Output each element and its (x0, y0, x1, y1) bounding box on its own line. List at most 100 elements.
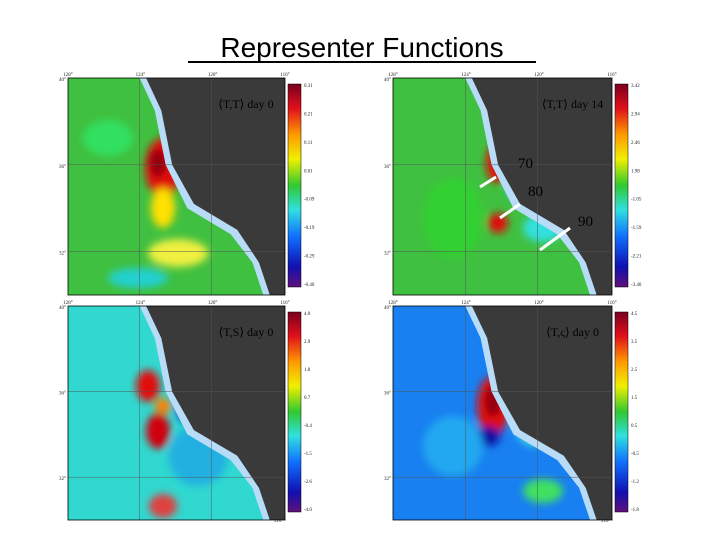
colorbar-label: 2.5 (631, 368, 638, 373)
land (146, 78, 285, 295)
colorbar-label: 2.46 (631, 141, 640, 146)
colorbar-label: 2.94 (631, 112, 640, 117)
colorbar-label: 2.9 (304, 340, 311, 345)
colorbar-label: -4.0 (304, 508, 312, 513)
y-label: 32° (59, 477, 66, 482)
colorbar-label: 4.5 (631, 312, 638, 317)
x-label: 128° (63, 73, 73, 78)
x-label: 116° (280, 73, 289, 78)
annotation: 90 (578, 214, 593, 230)
colorbar-label: 3.42 (631, 84, 640, 89)
colorbar-label: -2.21 (631, 255, 642, 260)
y-label: 40° (59, 306, 66, 311)
x-label: 120° (208, 301, 218, 306)
colorbar-label: -0.09 (304, 198, 315, 203)
panel-label: ⟨T,T⟩ day 14 (542, 97, 603, 111)
map-panel (68, 78, 285, 295)
colorbar-label: 4.0 (304, 312, 311, 317)
colorbar (287, 83, 302, 288)
x-label: 128° (388, 73, 398, 78)
map-frame (67, 305, 286, 521)
field-blob (150, 149, 166, 177)
map-frame (392, 305, 613, 521)
x-label: 116° (607, 301, 616, 306)
y-label: 32° (59, 252, 66, 257)
field-blob (488, 213, 508, 233)
annotation-line (539, 226, 571, 252)
colorbar-label: 1.98 (631, 169, 640, 174)
colorbar-label: -1.8 (631, 508, 639, 513)
y-label: 32° (384, 477, 391, 482)
x-label: 116° (607, 73, 616, 78)
map-panel (393, 78, 612, 295)
y-label: 36° (59, 165, 66, 170)
colorbar-label: 0.5 (631, 424, 638, 429)
x-label: 124° (136, 73, 146, 78)
annotation-line (499, 202, 521, 220)
colorbar-label: 0.21 (304, 112, 313, 117)
colorbar-label: -1.59 (631, 226, 642, 231)
colorbar-label: -0.5 (631, 452, 639, 457)
x-label: 120° (534, 301, 544, 306)
map-panel (68, 306, 285, 520)
colorbar-scale: x10⁻⁴ (601, 518, 613, 524)
colorbar-label: 1.8 (304, 368, 311, 373)
colorbar-label: -0.40 (304, 283, 315, 288)
land (146, 306, 285, 520)
map-panel (393, 306, 612, 520)
field-blob (146, 413, 170, 449)
colorbar-label: -1.5 (304, 452, 312, 457)
field-blob (148, 239, 208, 267)
colorbar-label: 0.7 (304, 396, 311, 401)
colorbar-label: 0.11 (304, 141, 313, 146)
annotation-line (479, 175, 497, 189)
x-label: 116° (280, 301, 289, 306)
y-label: 40° (384, 306, 391, 311)
map-frame (392, 77, 613, 296)
map-frame (67, 77, 286, 296)
field-blob (149, 494, 177, 518)
colorbar (287, 311, 302, 513)
colorbar-label: 3.5 (631, 340, 638, 345)
colorbar-label: 1.5 (631, 396, 638, 401)
field-blob (151, 188, 175, 228)
x-label: 124° (461, 73, 471, 78)
panel-label: ⟨T,ς⟩ day 0 (546, 325, 599, 339)
colorbar-label: -1.2 (631, 480, 639, 485)
field-blob (423, 178, 483, 258)
colorbar-scale: x10⁻⁴ (274, 518, 286, 524)
y-label: 36° (384, 392, 391, 397)
land (471, 306, 612, 520)
panel-label: ⟨T,T⟩ day 0 (218, 97, 273, 111)
field-blob (136, 370, 160, 402)
y-label: 40° (384, 78, 391, 83)
field-blob (523, 479, 563, 503)
colorbar-label: -0.4 (304, 424, 312, 429)
annotation: 80 (528, 184, 543, 200)
colorbar-label: 0.31 (304, 84, 313, 89)
colorbar-label: -1.05 (631, 198, 642, 203)
field-blob (423, 416, 483, 476)
x-label: 128° (388, 301, 398, 306)
y-label: 36° (59, 392, 66, 397)
field-blob (108, 268, 168, 288)
y-label: 32° (384, 252, 391, 257)
x-label: 128° (63, 301, 73, 306)
colorbar-label: -0.19 (304, 226, 315, 231)
y-label: 40° (59, 78, 66, 83)
panel-label: ⟨T,S⟩ day 0 (219, 325, 274, 339)
field-blobs (83, 120, 208, 288)
x-label: 124° (136, 301, 146, 306)
x-label: 120° (208, 73, 218, 78)
colorbar (614, 83, 629, 288)
colorbar (614, 311, 629, 513)
x-label: 120° (534, 73, 544, 78)
colorbar-label: -2.6 (304, 480, 312, 485)
field-blob (155, 398, 171, 414)
annotation: 70 (518, 156, 533, 172)
land (471, 78, 612, 295)
colorbar-label: -0.29 (304, 255, 315, 260)
colorbar-label: 0.01 (304, 169, 313, 174)
colorbar-label: -3.40 (631, 283, 642, 288)
